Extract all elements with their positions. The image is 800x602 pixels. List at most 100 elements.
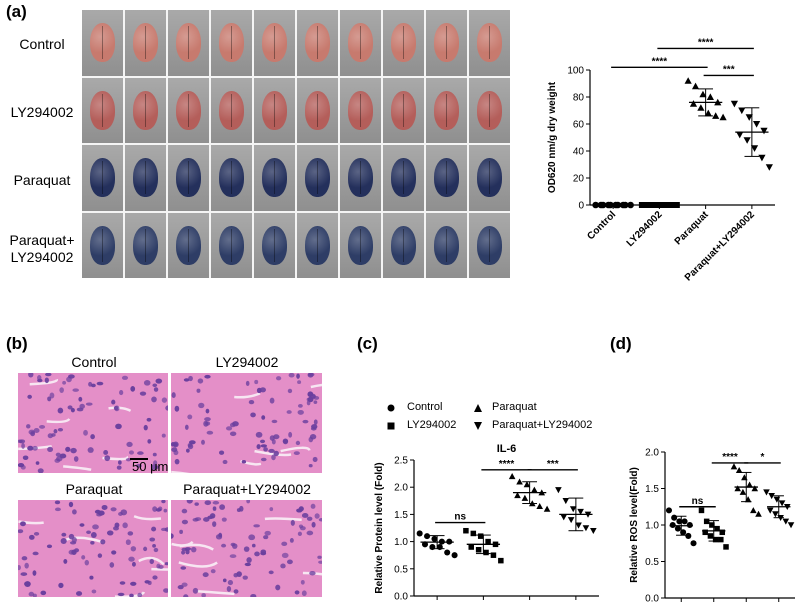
cell-nucleus [34, 532, 39, 536]
data-point [760, 128, 767, 135]
cell-nucleus [152, 383, 157, 387]
cell-nucleus [172, 443, 178, 447]
cell-nucleus [182, 582, 188, 586]
y-tick-label: 1.0 [394, 537, 408, 548]
cell-nucleus [226, 426, 232, 430]
brain-specimen [176, 91, 201, 130]
cell-nucleus [216, 534, 222, 539]
brain-specimen [434, 91, 459, 130]
y-tick-label: 0 [578, 201, 584, 212]
vessel-lumen [109, 408, 131, 411]
brain-specimen [305, 226, 330, 265]
cell-nucleus [207, 431, 214, 435]
cell-nucleus [261, 415, 265, 420]
brain-photo-cell [211, 145, 252, 211]
brain-specimen [219, 91, 244, 130]
cell-nucleus [152, 575, 157, 579]
x-tick-label: Control [585, 209, 618, 242]
brain-specimen [219, 226, 244, 265]
cell-nucleus [55, 500, 60, 504]
significance-label: **** [698, 37, 714, 48]
cell-nucleus [296, 441, 300, 445]
cell-nucleus [295, 590, 300, 594]
brain-photo-cell [168, 78, 209, 144]
significance-label: *** [723, 64, 735, 75]
brain-specimen [133, 23, 158, 62]
brain-specimen [262, 226, 287, 265]
brain-photo-cell [125, 10, 166, 76]
brain-photo-cell [168, 213, 209, 279]
y-tick-label: 0.5 [645, 557, 659, 568]
cell-nucleus [119, 390, 123, 395]
cell-nucleus [314, 419, 318, 425]
brain-specimen [434, 23, 459, 62]
cell-nucleus [28, 373, 33, 377]
cell-nucleus [154, 387, 158, 392]
cell-nucleus [205, 421, 210, 425]
brain-photo-grid [82, 10, 510, 278]
vessel-lumen [47, 419, 70, 422]
cell-nucleus [194, 502, 198, 505]
legend-marker-triangle-up [474, 404, 482, 412]
cell-nucleus [250, 412, 256, 417]
cell-nucleus [111, 507, 117, 511]
cell-nucleus [117, 465, 122, 469]
cell-nucleus [307, 517, 313, 521]
cell-nucleus [59, 387, 64, 393]
cell-nucleus [309, 464, 313, 467]
data-point [712, 112, 719, 119]
cell-nucleus [219, 451, 224, 455]
data-point [670, 522, 676, 528]
cell-nucleus [179, 530, 183, 534]
brain-photo-cell [469, 213, 510, 279]
cell-nucleus [290, 538, 294, 543]
cell-nucleus [110, 562, 115, 568]
y-tick-label: 0.0 [645, 594, 659, 602]
row-label-ly294002: LY294002 [2, 104, 82, 121]
cell-nucleus [185, 425, 189, 430]
brain-specimen [219, 23, 244, 62]
cell-nucleus [232, 543, 237, 549]
cell-nucleus [26, 424, 30, 428]
legend-marker-triangle-down [474, 422, 482, 430]
cell-nucleus [147, 439, 151, 443]
brain-photo-cell [82, 213, 123, 279]
cell-nucleus [111, 400, 115, 405]
cell-nucleus [175, 459, 180, 464]
cell-nucleus [104, 455, 110, 461]
data-point [671, 515, 677, 521]
cell-nucleus [239, 506, 243, 512]
cell-nucleus [144, 425, 148, 430]
data-point [555, 487, 562, 493]
cell-nucleus [260, 549, 266, 554]
brain-photo-cell [254, 145, 295, 211]
cell-nucleus [289, 373, 295, 378]
brain-photo-cell [340, 145, 381, 211]
brain-specimen [391, 226, 416, 265]
brain-specimen [176, 158, 201, 197]
cell-nucleus [27, 395, 32, 399]
cell-nucleus [33, 570, 37, 576]
data-point [531, 487, 538, 493]
brain-photo-cell [297, 145, 338, 211]
cell-nucleus [33, 552, 39, 556]
data-point [772, 511, 779, 517]
cell-nucleus [268, 449, 274, 453]
data-point [755, 511, 762, 517]
cell-nucleus [313, 457, 318, 462]
data-point [751, 485, 758, 491]
significance-label: **** [652, 56, 668, 67]
cell-nucleus [120, 581, 126, 584]
data-point [498, 558, 504, 564]
cell-nucleus [182, 520, 188, 525]
data-point [767, 508, 774, 514]
legend-label-paraquat: Paraquat [492, 401, 537, 413]
data-point [471, 531, 477, 537]
cell-nucleus [291, 520, 295, 526]
cell-nucleus [223, 460, 228, 464]
cell-nucleus [302, 513, 309, 518]
cell-nucleus [113, 526, 119, 530]
cell-nucleus [236, 571, 241, 577]
brain-specimen [262, 158, 287, 197]
cell-nucleus [181, 550, 185, 554]
